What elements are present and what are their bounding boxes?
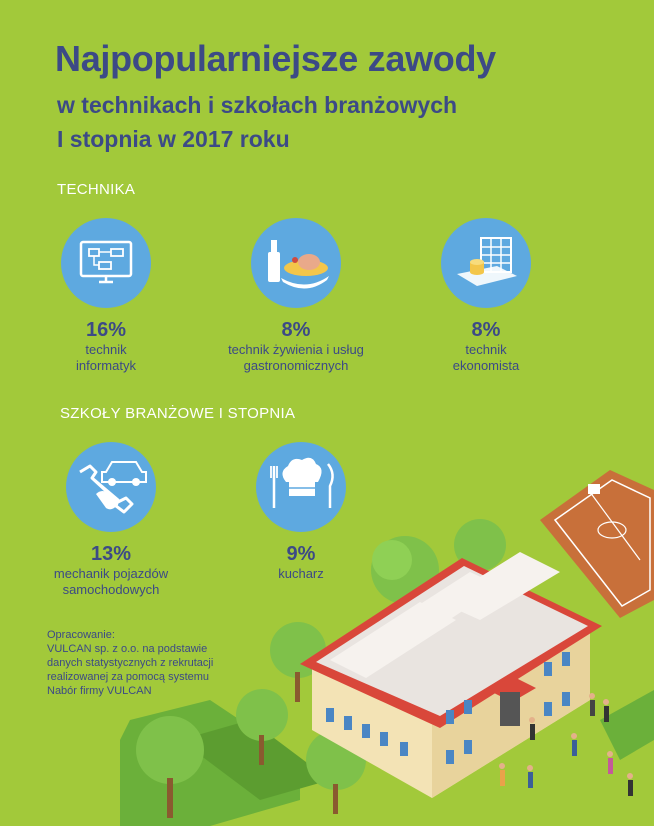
stat-percent: 9% <box>286 543 316 565</box>
finance-icon <box>441 218 531 308</box>
page-title: Najpopularniejsze zawody <box>55 38 496 79</box>
stat-mechanik: 13% mechanik pojazdów samochodowych <box>36 542 186 598</box>
stat-label: technik ekonomista <box>452 342 520 373</box>
source-note: Opracowanie: VULCAN sp. z o.o. na podsta… <box>47 628 247 698</box>
source-line: VULCAN sp. z o.o. na podstawie <box>47 643 208 655</box>
car-wrench-icon <box>66 442 156 532</box>
stat-percent: 8% <box>471 319 501 341</box>
source-line: Nabór firmy VULCAN <box>47 685 152 697</box>
stat-technik-ekonomista: 8% technik ekonomista <box>421 318 551 374</box>
stat-kucharz: 9% kucharz <box>236 542 366 582</box>
stat-percent: 8% <box>281 319 311 341</box>
food-icon <box>251 218 341 308</box>
stat-label: technik żywienia i usług gastronomicznyc… <box>228 342 364 373</box>
page-subtitle-line1: w technikach i szkołach branżowych <box>57 92 458 118</box>
hedges <box>120 690 654 826</box>
page-subtitle-line2: I stopnia w 2017 roku <box>57 126 290 152</box>
people <box>499 693 633 796</box>
source-heading: Opracowanie: <box>47 629 115 641</box>
stat-technik-zywienia: 8% technik żywienia i usług gastronomicz… <box>206 318 386 374</box>
section-branzowe-label: SZKOŁY BRANŻOWE I STOPNIA <box>60 405 296 422</box>
stat-label: kucharz <box>278 566 324 581</box>
stat-technik-informatyk: 16% technik informatyk <box>41 318 171 374</box>
source-line: realizowanej za pomocą systemu <box>47 671 210 683</box>
stat-percent: 16% <box>85 319 127 341</box>
source-line: danych statystycznych z rekrutacji <box>47 657 214 669</box>
basketball-court <box>540 470 654 618</box>
stat-label: mechanik pojazdów samochodowych <box>53 566 169 597</box>
school-building <box>300 552 602 798</box>
stat-percent: 13% <box>90 543 132 565</box>
section-technika-label: TECHNIKA <box>57 181 136 198</box>
chef-icon <box>256 442 346 532</box>
stat-label: technik informatyk <box>76 342 136 373</box>
computer-icon <box>61 218 151 308</box>
